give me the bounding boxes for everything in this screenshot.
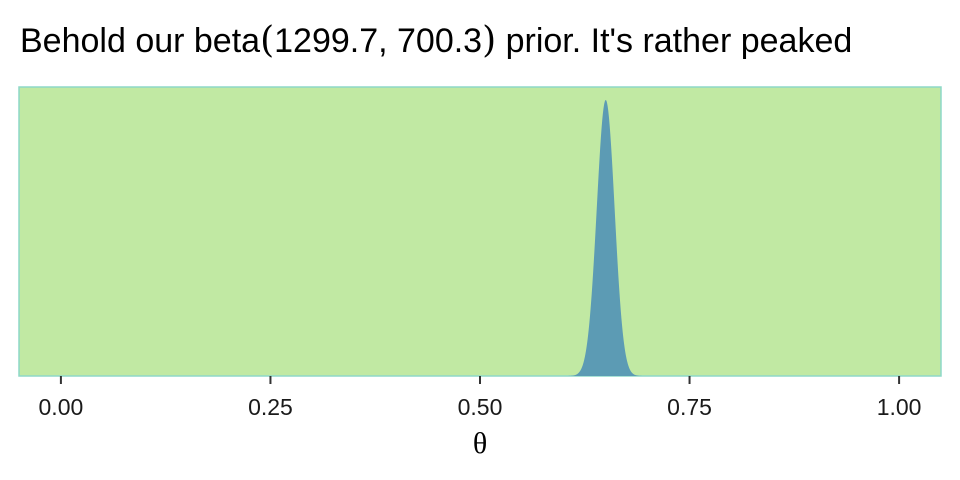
x-axis-tick-labels: 0.00 0.25 0.50 0.75 1.00 xyxy=(39,394,922,420)
x-tick-label: 0.00 xyxy=(39,394,84,420)
chart-title-params: 1299.7, 700.3 xyxy=(274,22,482,60)
x-tick-label: 0.50 xyxy=(458,394,503,420)
plot-panel xyxy=(18,86,942,377)
x-tick-label: 0.75 xyxy=(667,394,712,420)
x-tick-label: 1.00 xyxy=(877,394,922,420)
density-area xyxy=(538,100,673,376)
x-tick-label: 0.25 xyxy=(248,394,293,420)
x-axis-ticks xyxy=(59,376,901,384)
chart-title-close-paren: ) xyxy=(482,20,496,61)
x-axis-title: θ xyxy=(473,427,487,460)
chart-title-suffix: prior. It's rather peaked xyxy=(496,22,852,60)
chart-title-open-paren: ( xyxy=(260,20,274,61)
chart-title: Behold our beta(1299.7, 700.3) prior. It… xyxy=(20,20,852,61)
chart-title-prefix: Behold our beta xyxy=(20,22,260,60)
